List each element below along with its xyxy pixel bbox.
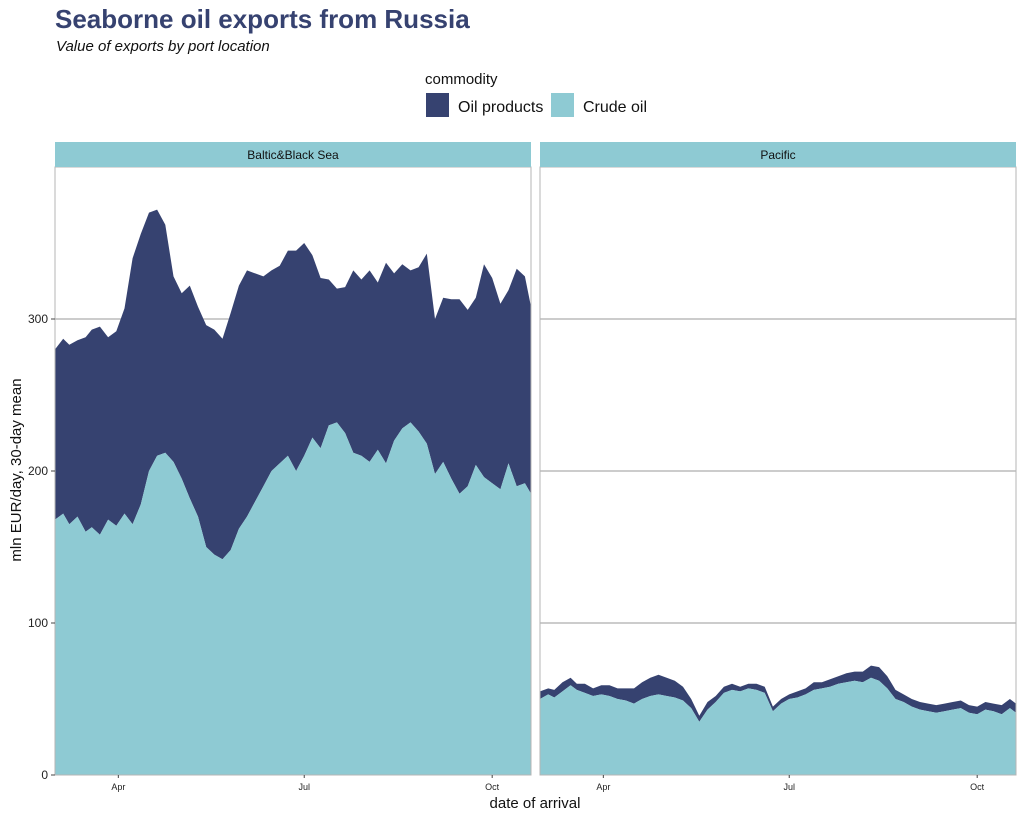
legend-swatch-oil-products [426, 93, 449, 117]
x-tick-label: Apr [596, 782, 610, 792]
facet-strip [540, 142, 1016, 167]
x-tick-label: Apr [111, 782, 125, 792]
facet-strip-label: Baltic&Black Sea [247, 148, 339, 162]
y-tick-label: 0 [41, 768, 48, 782]
area-crude-oil [55, 422, 531, 775]
panel-baltic-black-sea: Baltic&Black Sea [54, 142, 532, 776]
area-crude-oil [540, 677, 1016, 775]
chart-title: Seaborne oil exports from Russia [55, 4, 470, 34]
area-oil-products [55, 209, 531, 560]
x-tick-label: Jul [298, 782, 310, 792]
y-axis: 0 100 200 300 [28, 312, 55, 782]
legend-swatch-crude-oil [551, 93, 574, 117]
y-axis-title: mln EUR/day, 30-day mean [8, 378, 25, 561]
area-oil-products [540, 665, 1016, 722]
chart-subtitle: Value of exports by port location [56, 38, 270, 55]
x-axis: Apr Jul Oct Apr Jul Oct [111, 775, 985, 792]
facet-strip-label: Pacific [760, 148, 795, 162]
x-tick-label: Oct [970, 782, 985, 792]
legend-title: commodity [425, 71, 498, 88]
x-axis-title: date of arrival [490, 795, 581, 812]
legend: commodity Oil products Crude oil [425, 71, 647, 117]
panel-pacific: Pacific [539, 142, 1017, 776]
y-tick-label: 300 [28, 312, 48, 326]
x-tick-label: Oct [485, 782, 500, 792]
legend-label-oil-products: Oil products [458, 99, 543, 116]
facet-panels: Baltic&Black Sea Pacific [54, 142, 1017, 776]
y-tick-label: 200 [28, 464, 48, 478]
y-tick-label: 100 [28, 616, 48, 630]
facet-strip [55, 142, 531, 167]
x-tick-label: Jul [783, 782, 795, 792]
legend-label-crude-oil: Crude oil [583, 99, 647, 116]
